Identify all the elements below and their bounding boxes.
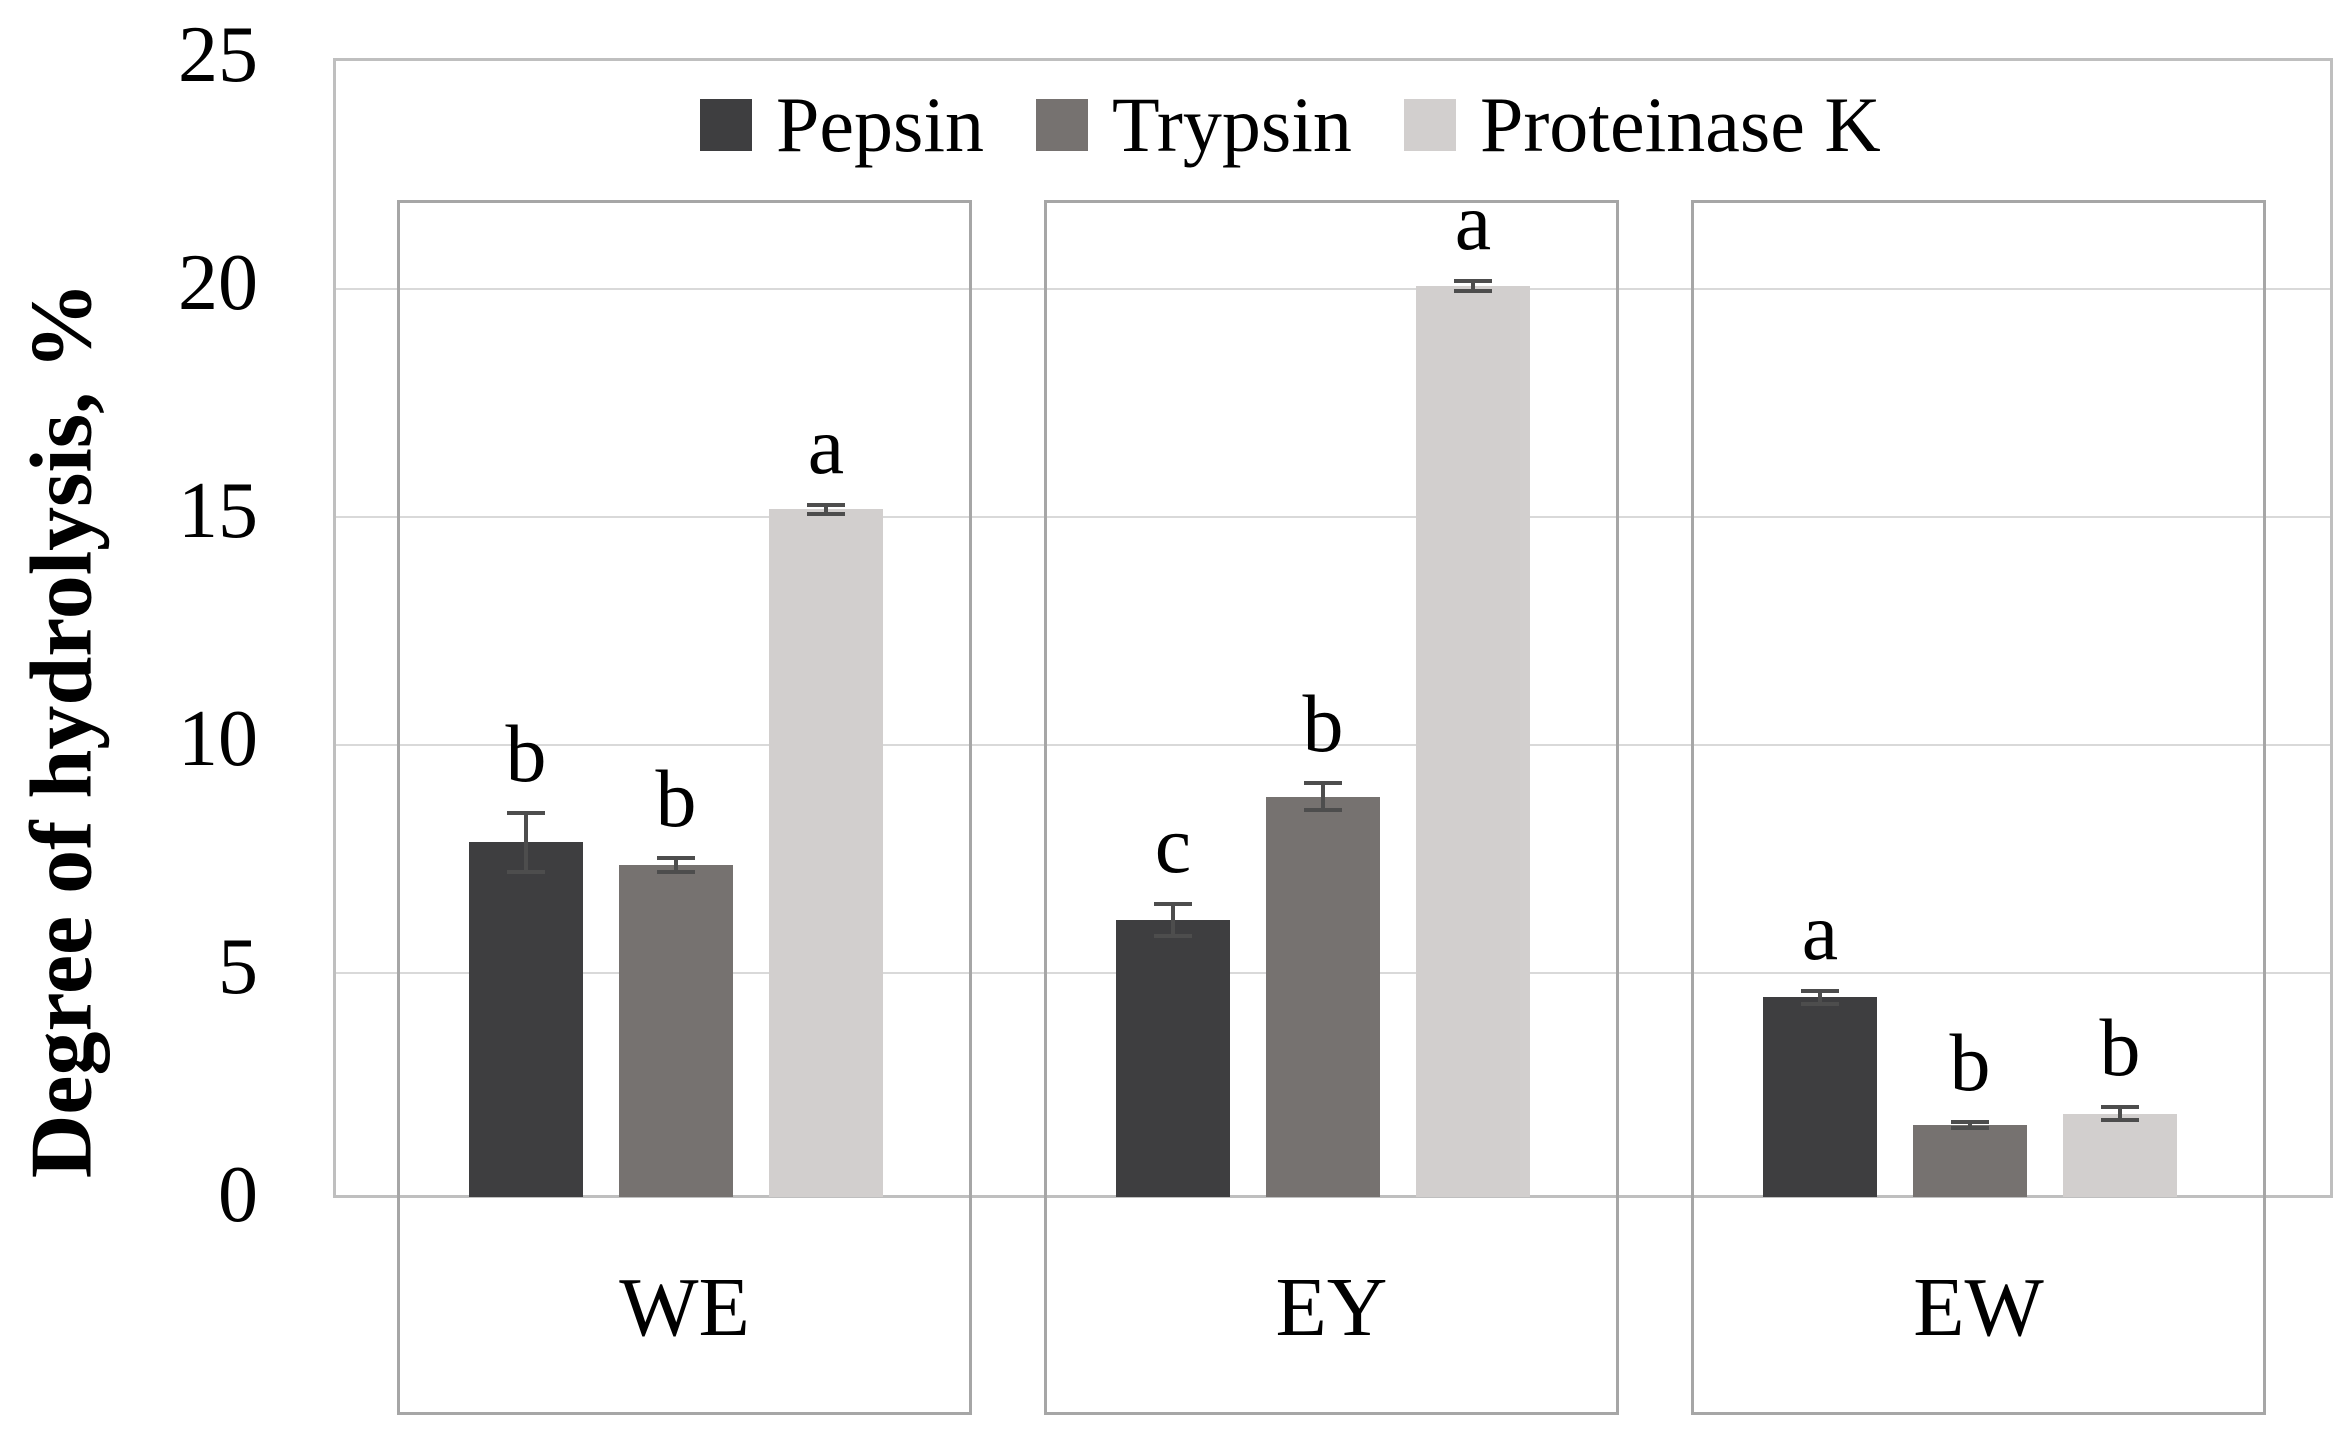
legend-label: Proteinase K	[1479, 81, 1881, 168]
significance-letter: a	[807, 399, 845, 491]
legend-item-pepsin: Pepsin	[700, 86, 984, 164]
x-category-label-ey: EY	[1275, 1261, 1388, 1354]
bar-ey-proteinase-k	[1416, 286, 1530, 1197]
legend-swatch-icon	[1403, 99, 1456, 151]
error-bar-cap-top	[807, 502, 845, 507]
error-bar-cap-bottom	[1951, 1126, 1989, 1131]
significance-letter: b	[1302, 678, 1344, 770]
group-box-ey	[1044, 200, 1619, 1415]
y-tick-label-15: 15	[178, 466, 258, 555]
significance-letter: b	[655, 753, 697, 845]
error-bar-cap-top	[507, 810, 545, 815]
significance-letter: a	[1454, 176, 1492, 268]
significance-letter: b	[1949, 1016, 1991, 1108]
error-bar	[674, 858, 678, 872]
y-tick-label-25: 25	[178, 10, 258, 99]
bar-we-trypsin	[619, 865, 733, 1197]
error-bar-cap-bottom	[657, 869, 695, 874]
error-bar-cap-bottom	[2101, 1118, 2139, 1123]
bar-ew-proteinase-k	[2063, 1113, 2177, 1197]
gridline-y-15	[336, 516, 2330, 518]
y-tick-label-5: 5	[218, 922, 258, 1011]
significance-letter: c	[1154, 798, 1192, 890]
error-bar	[2118, 1106, 2122, 1121]
bar-we-proteinase-k	[769, 509, 883, 1197]
error-bar-cap-top	[1801, 988, 1839, 993]
error-bar	[524, 812, 528, 872]
error-bar-cap-bottom	[1801, 1002, 1839, 1007]
error-bar-cap-bottom	[1454, 288, 1492, 293]
bar-ew-trypsin	[1913, 1125, 2027, 1197]
legend-swatch-icon	[1036, 99, 1089, 151]
error-bar	[824, 504, 828, 514]
bar-ey-pepsin	[1116, 919, 1230, 1197]
bar-we-pepsin	[469, 842, 583, 1197]
legend-swatch-icon	[700, 99, 752, 151]
error-bar-cap-bottom	[807, 512, 845, 516]
error-bar-cap-top	[1951, 1119, 1989, 1124]
group-box-ew	[1691, 200, 2266, 1415]
bar-ey-trypsin	[1266, 796, 1380, 1197]
y-tick-label-10: 10	[178, 694, 258, 783]
legend: Pepsin Trypsin Proteinase K	[700, 86, 1881, 164]
error-bar	[1471, 281, 1475, 291]
y-tick-label-0: 0	[218, 1150, 258, 1239]
significance-letter: a	[1801, 885, 1839, 977]
group-box-we	[397, 200, 972, 1415]
legend-item-proteinase-k: Proteinase K	[1403, 81, 1881, 168]
error-bar	[1321, 783, 1325, 811]
x-category-label-we: WE	[619, 1261, 750, 1354]
error-bar	[1968, 1121, 1972, 1129]
significance-letter: b	[505, 707, 547, 799]
y-tick-label-20: 20	[178, 238, 258, 327]
significance-letter: b	[2099, 1001, 2141, 1093]
error-bar-cap-top	[1454, 279, 1492, 284]
error-bar-cap-bottom	[1154, 933, 1192, 938]
gridline-y-20	[336, 288, 2330, 290]
error-bar-cap-top	[657, 856, 695, 861]
error-bar-cap-top	[2101, 1104, 2139, 1109]
gridline-y-10	[336, 744, 2330, 746]
legend-label: Trypsin	[1112, 81, 1352, 168]
error-bar	[1818, 990, 1822, 1005]
legend-label: Pepsin	[776, 81, 985, 168]
x-category-label-ew: EW	[1913, 1261, 2044, 1354]
error-bar-cap-top	[1154, 901, 1192, 906]
error-bar-cap-bottom	[1304, 808, 1342, 813]
error-bar	[1171, 903, 1175, 936]
error-bar-cap-top	[1304, 781, 1342, 786]
error-bar-cap-bottom	[507, 869, 545, 874]
legend-item-trypsin: Trypsin	[1036, 86, 1352, 164]
bar-ew-pepsin	[1763, 997, 1877, 1197]
